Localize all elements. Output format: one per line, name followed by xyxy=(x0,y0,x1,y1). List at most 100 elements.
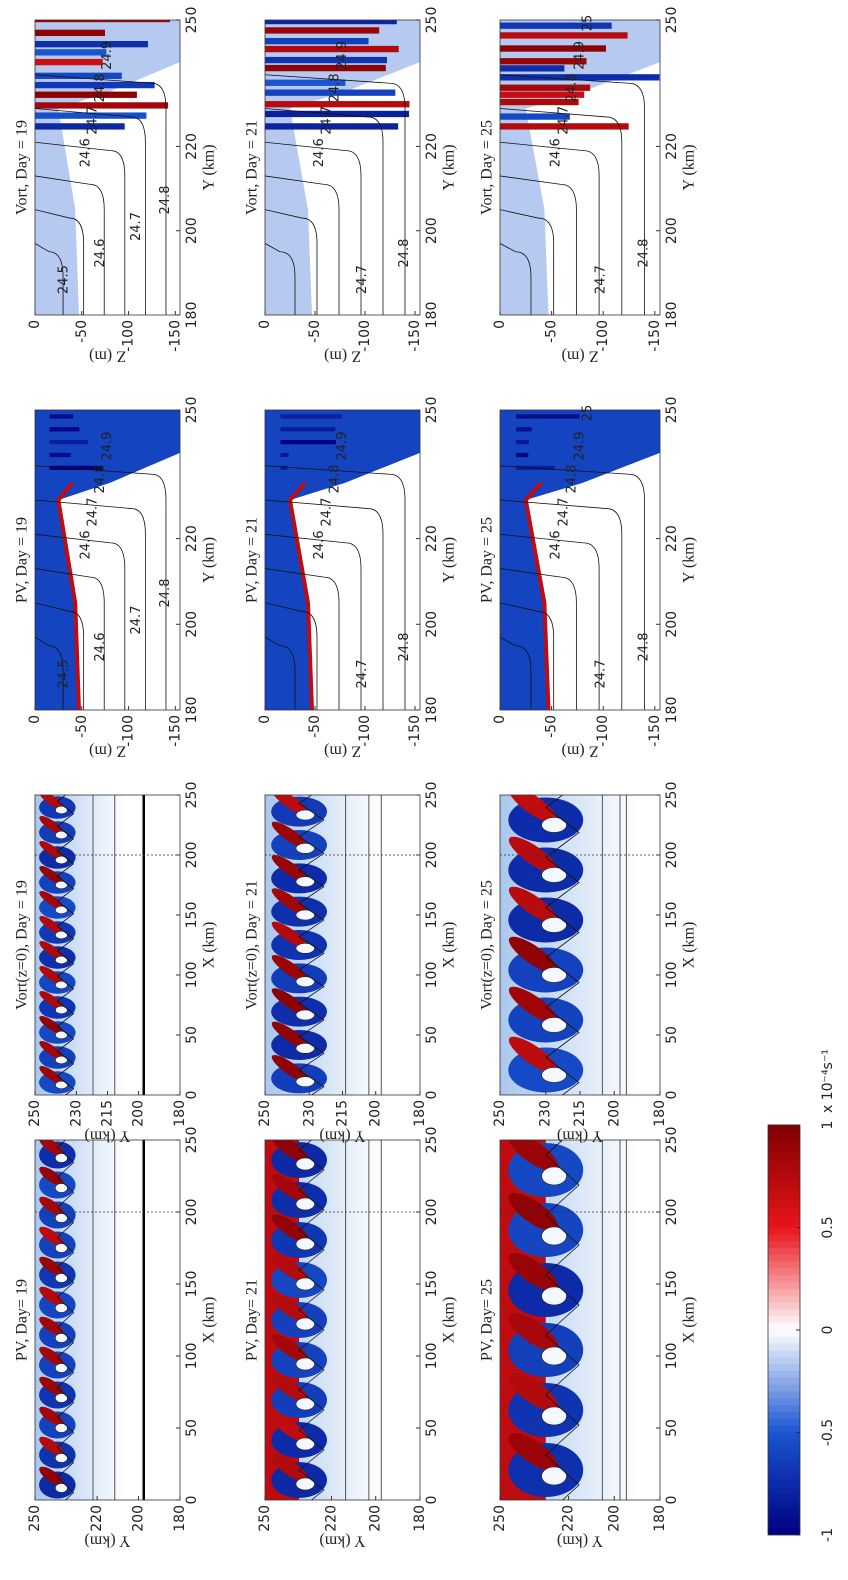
eddy xyxy=(271,1214,309,1242)
x-tick-label: 220 xyxy=(184,133,200,160)
contour-label: 24.8 xyxy=(397,633,412,662)
eddy-core xyxy=(54,1483,68,1493)
contour xyxy=(298,1140,325,1500)
contour xyxy=(265,175,340,315)
x-tick-label: 250 xyxy=(664,1127,680,1154)
y-tick-label: 200 xyxy=(368,1100,384,1127)
y-tick-label: 180 xyxy=(652,1100,668,1127)
eddy xyxy=(271,1021,308,1049)
colorbar-cell xyxy=(768,1397,800,1406)
x-tick-label: 50 xyxy=(424,1026,440,1044)
contour xyxy=(35,568,105,710)
x-tick-label: 50 xyxy=(424,1419,440,1437)
contour-label: 24.8 xyxy=(158,185,173,214)
stripe xyxy=(35,49,107,56)
stripe xyxy=(500,22,612,29)
field xyxy=(265,1140,420,1500)
colorbar-cell xyxy=(768,1431,800,1440)
eddy-core xyxy=(54,905,68,915)
eddy-core xyxy=(54,855,68,865)
x-tick-label: 200 xyxy=(424,611,440,638)
eddy xyxy=(39,1140,64,1156)
eddy-core xyxy=(295,1357,315,1371)
eddy-core xyxy=(541,1406,567,1426)
y-tick-label: 250 xyxy=(27,1100,43,1127)
eddy-core xyxy=(295,909,315,921)
contour xyxy=(265,499,384,710)
panel-title: Vort, Day = 19 xyxy=(14,120,31,215)
eddy xyxy=(39,866,64,884)
eddy-core xyxy=(295,1237,315,1251)
x-axis-label: Y (km) xyxy=(201,537,218,583)
x-tick-label: 180 xyxy=(424,697,440,724)
field xyxy=(265,410,420,710)
contour-label: 24.7 xyxy=(557,498,572,527)
y-tick-label: 0 xyxy=(27,715,43,724)
colorbar-cell xyxy=(768,1131,800,1139)
colorbar-cell xyxy=(768,1288,800,1296)
y-tick-label: 220 xyxy=(561,1505,577,1532)
eddy xyxy=(271,954,308,982)
y-tick-label: 0 xyxy=(257,320,273,329)
eddy xyxy=(39,1376,64,1396)
contour-label: 24.7 xyxy=(129,606,144,635)
eddy xyxy=(39,966,64,984)
colorbar-cell xyxy=(768,1261,800,1269)
colorbar-cell xyxy=(768,1172,800,1180)
stripe xyxy=(500,84,591,91)
contour-label: 24.7 xyxy=(355,265,370,294)
contour xyxy=(265,74,406,315)
x-tick-label: 100 xyxy=(424,962,440,989)
eddy-core xyxy=(541,817,567,833)
panel-title: PV, Day = 25 xyxy=(479,517,496,603)
colorbar-cell xyxy=(768,1186,800,1194)
colorbar-cell xyxy=(768,1274,800,1283)
colorbar-cell xyxy=(768,1418,800,1426)
contour-label: 24.9 xyxy=(335,432,350,461)
contour xyxy=(35,636,64,710)
colorbar-cell xyxy=(768,1179,800,1187)
y-tick-label: 180 xyxy=(652,1505,668,1532)
y-tick-label: -100 xyxy=(595,715,611,747)
y-axis-label: Z (m) xyxy=(562,347,599,364)
contour-label: 24.6 xyxy=(93,633,108,662)
eddy-core xyxy=(54,1363,68,1373)
y-tick-label: 180 xyxy=(172,1505,188,1532)
y-tick-label: -50 xyxy=(74,320,90,343)
x-tick-label: 220 xyxy=(424,133,440,160)
colorbar-cell xyxy=(768,1281,800,1289)
stripe xyxy=(265,123,399,130)
x-tick-label: 200 xyxy=(184,842,200,869)
axes-frame xyxy=(499,409,661,711)
stripe xyxy=(265,20,397,25)
colorbar-cell xyxy=(768,1466,800,1474)
eddy-core xyxy=(295,1317,315,1331)
x-tick-label: 220 xyxy=(424,525,440,552)
eddy xyxy=(271,1140,309,1162)
x-axis-label: X (km) xyxy=(441,1297,458,1344)
x-tick-label: 180 xyxy=(184,697,200,724)
y-axis-label: Y (km) xyxy=(319,1127,365,1144)
eddy-core xyxy=(54,1303,68,1313)
y-axis-label: Z (m) xyxy=(89,347,126,364)
y-tick-label: -50 xyxy=(544,715,560,738)
stripe xyxy=(35,41,149,48)
eddy xyxy=(39,1316,64,1336)
eddy xyxy=(271,1454,309,1482)
y-tick-label: 200 xyxy=(606,1100,622,1127)
y-axis-label: Y (km) xyxy=(319,1532,365,1549)
axes-frame xyxy=(34,409,181,711)
stripe xyxy=(265,89,396,96)
y-axis-label: Z (m) xyxy=(324,742,361,759)
colorbar-cell xyxy=(768,1213,800,1221)
contour xyxy=(35,108,146,315)
contour xyxy=(500,636,532,710)
eddy-core xyxy=(295,943,315,954)
eddy-core xyxy=(295,1076,315,1087)
stripe xyxy=(35,58,103,66)
field xyxy=(500,1140,660,1500)
stripe xyxy=(265,45,399,53)
colorbar: -1 -0.5 0 0.5 1 x 10⁻⁴s⁻¹ xyxy=(767,1049,836,1542)
contour xyxy=(56,795,75,1095)
